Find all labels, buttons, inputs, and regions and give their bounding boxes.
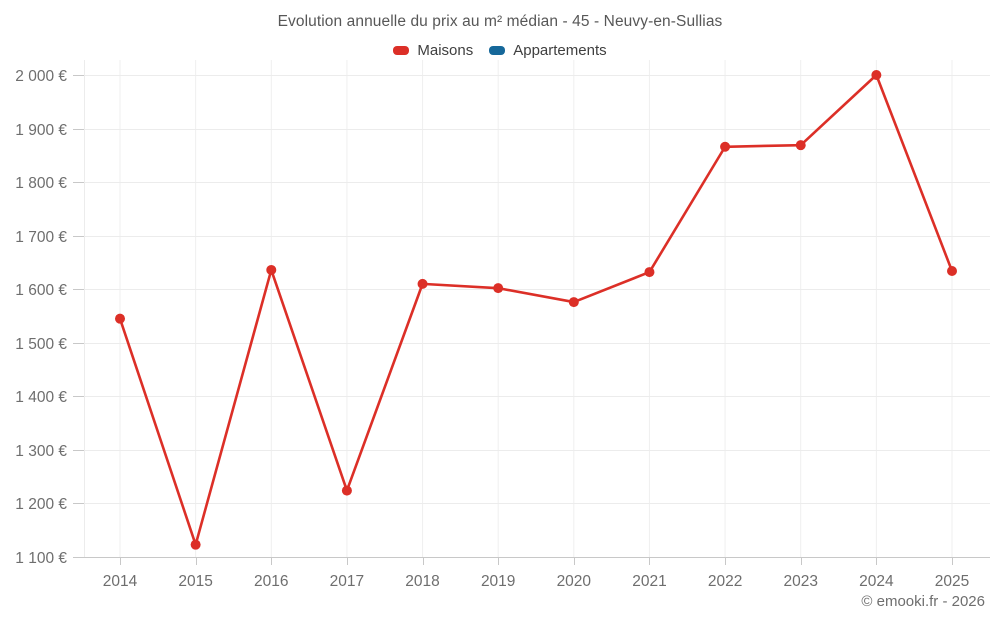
data-point-2018[interactable] (417, 278, 428, 289)
x-tick-label: 2025 (935, 573, 969, 590)
legend-item-appartements[interactable]: Appartements (489, 42, 607, 59)
data-point-2025[interactable] (947, 266, 957, 277)
legend-label-maisons: Maisons (417, 42, 474, 59)
data-point-2020[interactable] (568, 297, 579, 308)
data-point-2023[interactable] (795, 140, 806, 151)
x-axis-labels: 2014 2015 2016 2017 2018 2019 2020 2021 2022 2023… (103, 573, 969, 590)
data-point-2021[interactable] (644, 267, 655, 278)
data-point-2024[interactable] (871, 70, 882, 80)
x-tick-label: 2017 (330, 573, 364, 590)
x-tick-label: 2024 (859, 573, 894, 590)
vertical-gridlines (84, 60, 953, 557)
maisons-series-line (118, 73, 954, 546)
chart-title: Evolution annuelle du prix au m² médian … (277, 13, 723, 30)
y-tick-label: 2 000 € (15, 68, 67, 85)
credit-footer: © emooki.fr - 2026 (861, 593, 985, 610)
y-axis-labels: 1 100 € 1 200 € 1 300 € 1 400 € 1 500 € 1 600… (15, 68, 67, 567)
appartements-series-swatch (489, 46, 506, 55)
x-tick-label: 2018 (405, 573, 439, 590)
data-point-2016[interactable] (266, 264, 277, 275)
y-tick-label: 1 600 € (15, 282, 67, 299)
data-point-2017[interactable] (341, 485, 352, 496)
data-point-2015[interactable] (190, 539, 201, 550)
y-axis-ticks (73, 75, 84, 558)
y-tick-label: 1 400 € (15, 389, 67, 406)
maisons-series-swatch (393, 46, 410, 55)
y-tick-label: 1 700 € (15, 229, 67, 246)
x-tick-label: 2022 (708, 573, 742, 590)
y-tick-label: 1 900 € (15, 122, 67, 139)
y-tick-label: 1 800 € (15, 175, 67, 192)
x-tick-label: 2023 (783, 573, 817, 590)
y-tick-label: 1 100 € (15, 550, 67, 567)
legend-item-maisons[interactable]: Maisons (393, 42, 473, 59)
x-tick-label: 2020 (557, 573, 592, 590)
horizontal-gridlines (84, 75, 990, 504)
x-tick-label: 2016 (254, 573, 288, 590)
data-point-2019[interactable] (493, 283, 504, 294)
x-tick-label: 2014 (103, 573, 138, 590)
x-tick-label: 2021 (632, 573, 666, 590)
x-axis-ticks (120, 558, 953, 565)
x-tick-label: 2015 (178, 573, 212, 590)
legend-label-appartements: Appartements (513, 42, 607, 59)
data-point-2014[interactable] (115, 313, 125, 324)
y-tick-label: 1 300 € (15, 443, 67, 460)
x-tick-label: 2019 (481, 573, 515, 590)
y-tick-label: 1 500 € (15, 336, 67, 353)
chart-legend: Maisons Appartements (0, 42, 1000, 59)
data-point-2022[interactable] (720, 141, 731, 152)
maisons-series-points (115, 70, 957, 550)
y-tick-label: 1 200 € (15, 496, 67, 513)
